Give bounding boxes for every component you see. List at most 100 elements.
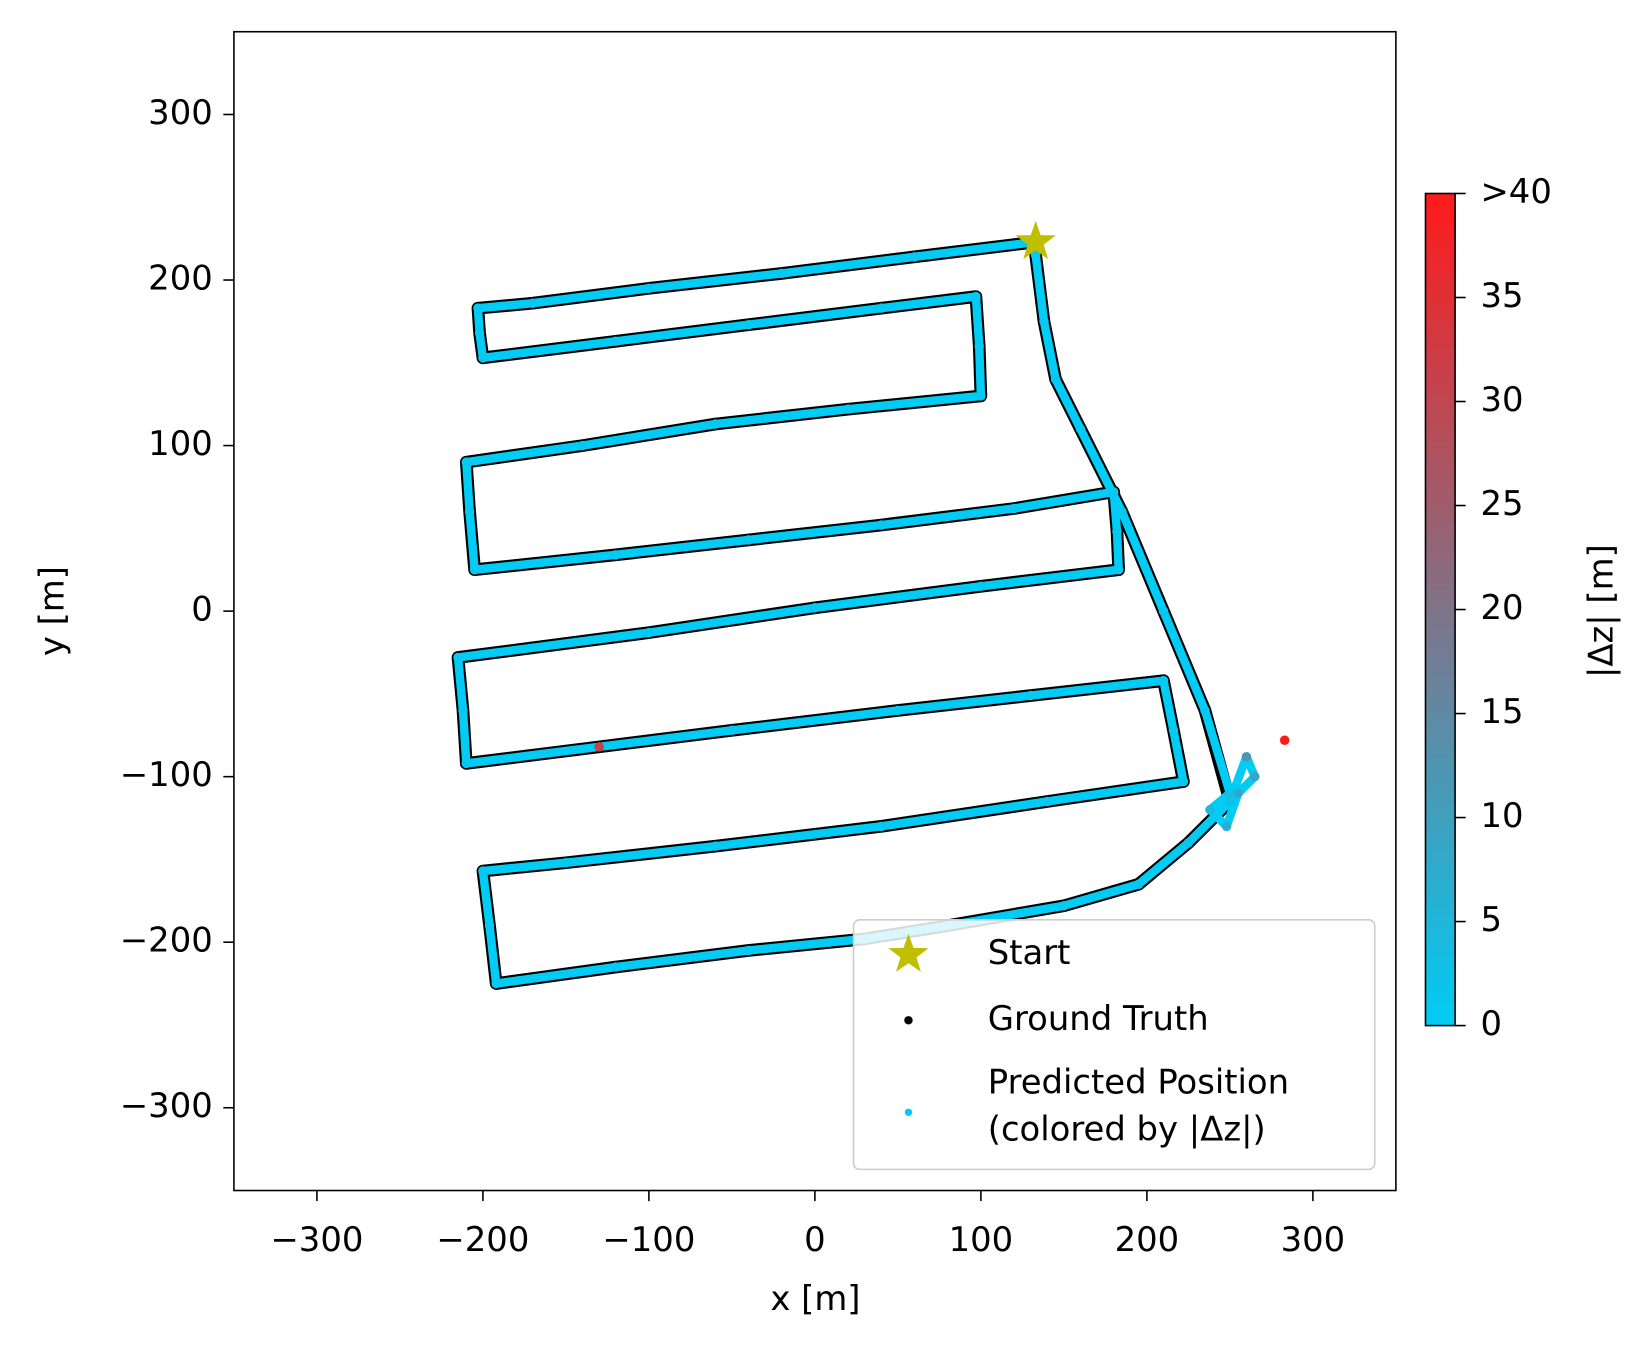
predicted-point	[976, 391, 986, 401]
predicted-point	[1039, 316, 1049, 327]
y-tick-label: −200	[120, 921, 213, 960]
legend-label: Ground Truth	[988, 999, 1209, 1038]
x-tick-label: −200	[436, 1220, 529, 1259]
predicted-point	[743, 535, 754, 545]
x-tick-label: 0	[804, 1220, 826, 1259]
predicted-point	[974, 341, 984, 352]
predicted-point	[527, 298, 538, 308]
predicted-point	[1030, 250, 1041, 260]
legend-label: Predicted Position (colored by |Δz|)	[988, 1062, 1289, 1148]
predicted-point	[461, 758, 472, 769]
legend-box	[852, 919, 1376, 1171]
colorbar	[1424, 192, 1456, 1027]
predicted-point	[876, 821, 887, 832]
legend-predicted-marker	[904, 1108, 913, 1116]
predicted-point	[1279, 735, 1290, 746]
predicted-point	[1225, 796, 1235, 807]
predicted-point	[478, 353, 488, 363]
predicted-point	[491, 978, 501, 989]
predicted-point	[727, 725, 737, 736]
predicted-point	[876, 520, 887, 530]
x-tick-label: 300	[1281, 1220, 1346, 1259]
legend-start-marker	[888, 933, 929, 972]
predicted-point	[1168, 725, 1179, 736]
predicted-point	[473, 303, 483, 313]
predicted-point	[1025, 690, 1036, 701]
predicted-point	[893, 705, 903, 716]
legend-ground-truth-marker	[904, 1016, 913, 1025]
predicted-point	[594, 742, 604, 752]
x-tick-label: 200	[1115, 1220, 1180, 1259]
predicted-point	[1158, 675, 1169, 686]
x-tick-label: −100	[602, 1220, 695, 1259]
predicted-point	[478, 866, 488, 876]
predicted-point	[458, 705, 468, 716]
predicted-point	[976, 581, 986, 592]
y-tick-label: −100	[120, 755, 213, 794]
colorbar-tick-label: 25	[1480, 484, 1523, 523]
predicted-point	[1221, 821, 1232, 832]
predicted-point	[1050, 374, 1061, 385]
predicted-point	[909, 252, 920, 262]
predicted-point	[971, 291, 981, 302]
colorbar-tick-label: 5	[1480, 900, 1502, 939]
predicted-point	[810, 603, 820, 613]
predicted-point	[776, 268, 787, 279]
plot-frame	[233, 30, 1397, 1192]
predicted-point	[1205, 805, 1215, 815]
colorbar-tick-label: >40	[1480, 172, 1551, 211]
y-tick-label: 0	[191, 590, 213, 629]
predicted-point	[1009, 503, 1019, 514]
predicted-point	[610, 962, 621, 972]
predicted-point	[484, 920, 495, 931]
predicted-point	[610, 550, 621, 560]
predicted-point	[453, 652, 463, 663]
predicted-point	[1117, 507, 1127, 517]
predicted-point	[461, 457, 472, 467]
predicted-point	[743, 945, 754, 956]
predicted-point	[577, 440, 588, 451]
predicted-point	[474, 328, 485, 338]
predicted-point	[1108, 487, 1119, 497]
colorbar-tick-label: 10	[1480, 796, 1523, 835]
predicted-point	[644, 283, 654, 294]
predicted-point	[1183, 838, 1194, 848]
predicted-point	[710, 841, 721, 851]
predicted-point	[1178, 776, 1189, 787]
predicted-point	[1241, 752, 1252, 762]
predicted-point	[710, 419, 721, 429]
predicted-point	[464, 507, 475, 517]
x-tick-label: −300	[270, 1220, 363, 1259]
predicted-point	[843, 404, 853, 414]
predicted-point	[1250, 771, 1260, 782]
legend-label: Start	[988, 933, 1071, 972]
colorbar-tick-label: 30	[1480, 380, 1523, 419]
colorbar-label: |Δz| [m]	[1582, 544, 1621, 678]
start-marker	[1015, 220, 1056, 260]
y-tick-label: 200	[148, 259, 213, 298]
predicted-point	[1059, 901, 1069, 911]
predicted-point	[1075, 424, 1086, 434]
y-tick-label: 100	[148, 424, 213, 463]
predicted-point	[610, 336, 621, 347]
predicted-point	[1200, 705, 1210, 716]
predicted-point	[644, 627, 654, 638]
y-axis-label: y [m]	[33, 566, 72, 656]
predicted-point	[561, 857, 571, 868]
predicted-point	[1225, 788, 1235, 798]
colorbar-tick-label: 0	[1480, 1004, 1502, 1043]
predicted-point	[1113, 564, 1124, 575]
predicted-point	[1158, 606, 1169, 616]
colorbar-tick-label: 35	[1480, 276, 1523, 315]
y-tick-label: 300	[148, 93, 213, 132]
predicted-point	[876, 303, 887, 313]
predicted-point	[1112, 526, 1122, 537]
predicted-point	[1042, 796, 1053, 807]
predicted-point	[469, 564, 480, 575]
predicted-point	[1233, 788, 1243, 798]
predicted-point	[743, 319, 754, 330]
y-tick-label: −300	[120, 1086, 213, 1125]
colorbar-tick-label: 20	[1480, 588, 1523, 627]
